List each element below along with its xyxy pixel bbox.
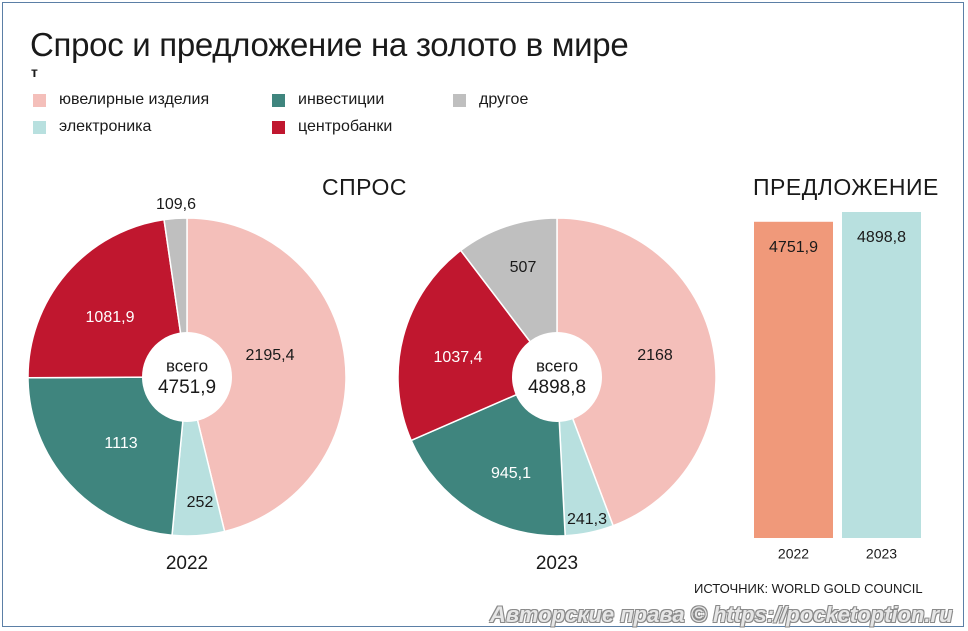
pie-2022-year: 2022 <box>166 553 208 574</box>
pie-2023-slice-jewelry <box>556 217 717 527</box>
pie-2022-center-hole <box>142 332 232 422</box>
legend-label-investments: инвестиции <box>298 91 385 108</box>
supply-bar-2023-label: 2023 <box>866 546 897 562</box>
pie-2023-label-investments: 945,1 <box>491 465 531 482</box>
pie-2023-slice-investments <box>410 375 566 537</box>
legend-swatch-electronics <box>33 120 46 134</box>
pie-2022-label-jewelry: 2195,4 <box>246 347 295 364</box>
legend-swatch-jewelry <box>33 93 46 107</box>
chart-title: Спрос и предложение на золото в мире <box>30 26 629 63</box>
supply-bar-2022 <box>754 221 833 538</box>
legend-label-jewelry: ювелирные изделия <box>59 91 210 108</box>
supply-bar-2023-value: 4898,8 <box>857 229 906 246</box>
pie-2023-label-electronics: 241,3 <box>567 511 607 528</box>
pie-2022-slice-investments <box>27 376 188 537</box>
supply-bar-2023 <box>842 212 921 538</box>
legend-item-jewelry: ювелирные изделия <box>33 91 209 109</box>
pie-2023-year: 2023 <box>536 553 578 574</box>
pie-2023-label-other: 507 <box>510 259 537 276</box>
legend-label-central-banks: центробанки <box>298 118 393 135</box>
legend-label-other: другое <box>479 91 529 108</box>
supply-title: ПРЕДЛОЖЕНИЕ <box>753 174 939 200</box>
pie-2022-label-central-banks: 1081,9 <box>86 309 135 326</box>
supply-bar-2022-value: 4751,9 <box>769 239 818 256</box>
legend-swatch-central-banks <box>272 120 285 134</box>
source-note: ИСТОЧНИК: WORLD GOLD COUNCIL <box>694 581 923 596</box>
legend-item-electronics: электроника <box>33 118 151 136</box>
pie-2023-label-central-banks: 1037,4 <box>434 349 483 366</box>
legend-item-central-banks: центробанки <box>272 118 392 136</box>
pie-2023-center-caption: всего <box>536 356 578 375</box>
pie-2022-total: 4751,9 <box>158 377 216 398</box>
legend-swatch-investments <box>272 93 285 107</box>
pie-2022-label-other: 109,6 <box>156 196 196 213</box>
pie-2022-label-investments: 1113 <box>104 435 137 452</box>
supply-bar-2022-label: 2022 <box>778 546 809 562</box>
pie-2023-center-hole <box>512 332 602 422</box>
pie-2022-slice-jewelry <box>186 217 347 533</box>
pie-2022-slice-central-banks <box>27 218 188 379</box>
watermark: Авторские права © https://pocketoption.r… <box>490 602 953 627</box>
unit-label: т <box>31 64 38 80</box>
demand-title: СПРОС <box>322 174 407 200</box>
pie-2022-label-electronics: 252 <box>187 494 214 511</box>
pie-2023-total: 4898,8 <box>528 377 586 398</box>
legend-swatch-other <box>453 93 466 107</box>
pie-2023-label-jewelry: 2168 <box>637 347 673 364</box>
pie-2022-center-caption: всего <box>166 356 208 375</box>
legend-item-other: другое <box>453 91 528 109</box>
pie-2023-slice-other <box>459 217 558 380</box>
legend-item-investments: инвестиции <box>272 91 384 109</box>
legend-label-electronics: электроника <box>59 118 152 135</box>
